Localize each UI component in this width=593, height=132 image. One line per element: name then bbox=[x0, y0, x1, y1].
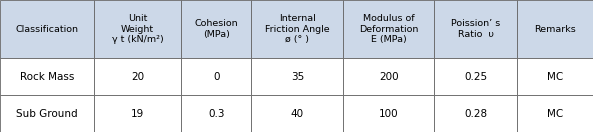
Bar bbox=[434, 0, 517, 58]
Bar bbox=[0, 95, 94, 132]
Bar bbox=[181, 0, 251, 58]
Bar bbox=[434, 58, 517, 95]
Bar bbox=[251, 0, 343, 58]
Bar bbox=[94, 0, 181, 58]
Text: Sub Ground: Sub Ground bbox=[16, 109, 78, 119]
Text: Remarks: Remarks bbox=[534, 25, 576, 34]
Text: 40: 40 bbox=[291, 109, 304, 119]
Text: Modulus of
Deformation
E (MPa): Modulus of Deformation E (MPa) bbox=[359, 14, 419, 44]
Text: 200: 200 bbox=[379, 72, 398, 82]
Text: Poission’ s
Ratio  υ: Poission’ s Ratio υ bbox=[451, 19, 500, 39]
Bar bbox=[181, 58, 251, 95]
Text: 35: 35 bbox=[291, 72, 304, 82]
Bar bbox=[251, 58, 343, 95]
Text: Unit
Weight
γ t (kN/m²): Unit Weight γ t (kN/m²) bbox=[111, 14, 164, 44]
Text: 100: 100 bbox=[379, 109, 398, 119]
Bar bbox=[0, 58, 94, 95]
Bar bbox=[517, 58, 593, 95]
Bar bbox=[517, 95, 593, 132]
Text: Classification: Classification bbox=[15, 25, 78, 34]
Bar bbox=[343, 0, 434, 58]
Text: 20: 20 bbox=[131, 72, 144, 82]
Text: Rock Mass: Rock Mass bbox=[20, 72, 74, 82]
Text: 0: 0 bbox=[213, 72, 219, 82]
Text: 0.3: 0.3 bbox=[208, 109, 225, 119]
Bar bbox=[94, 58, 181, 95]
Bar bbox=[181, 95, 251, 132]
Bar bbox=[343, 58, 434, 95]
Text: Internal
Friction Angle
ø (° ): Internal Friction Angle ø (° ) bbox=[265, 14, 330, 44]
Text: MC: MC bbox=[547, 109, 563, 119]
Text: 0.28: 0.28 bbox=[464, 109, 487, 119]
Text: 0.25: 0.25 bbox=[464, 72, 487, 82]
Bar bbox=[94, 95, 181, 132]
Bar bbox=[251, 95, 343, 132]
Bar bbox=[517, 0, 593, 58]
Bar bbox=[343, 95, 434, 132]
Text: Cohesion
(MPa): Cohesion (MPa) bbox=[195, 19, 238, 39]
Bar bbox=[0, 0, 94, 58]
Text: 19: 19 bbox=[131, 109, 144, 119]
Bar bbox=[434, 95, 517, 132]
Text: MC: MC bbox=[547, 72, 563, 82]
